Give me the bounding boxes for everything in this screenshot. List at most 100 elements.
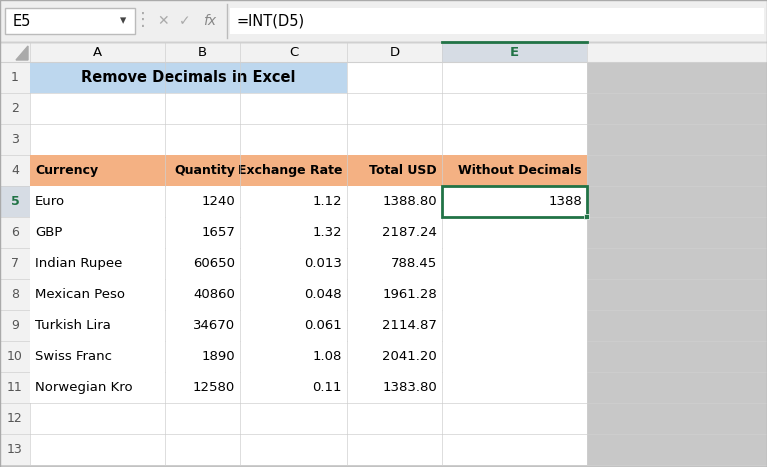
Text: 4: 4 [11, 164, 19, 177]
Bar [347, 279, 442, 310]
Bar [240, 248, 347, 279]
Bar [240, 310, 347, 341]
Bar [30, 248, 165, 279]
Bar [30, 155, 587, 186]
Bar [30, 186, 587, 217]
Bar [584, 213, 588, 219]
Text: =INT(D5): =INT(D5) [237, 14, 305, 28]
Text: Exchange Rate: Exchange Rate [238, 164, 342, 177]
Bar [347, 42, 442, 62]
Bar [347, 372, 442, 403]
Text: 2114.87: 2114.87 [382, 319, 437, 332]
Bar [165, 217, 240, 248]
Bar [165, 186, 240, 217]
Text: 788.45: 788.45 [390, 257, 437, 270]
Bar [347, 248, 442, 279]
Bar [30, 310, 165, 341]
Text: Turkish Lira: Turkish Lira [35, 319, 111, 332]
Text: 5: 5 [11, 195, 19, 208]
Text: Norwegian Kro: Norwegian Kro [35, 381, 133, 394]
Text: GBP: GBP [35, 226, 62, 239]
Text: Mexican Peso: Mexican Peso [35, 288, 125, 301]
Bar [0, 186, 30, 217]
Bar [0, 248, 30, 279]
Bar [0, 434, 30, 465]
Polygon shape [16, 46, 28, 60]
Bar [30, 62, 347, 93]
Text: 13: 13 [7, 443, 23, 456]
Text: 0.11: 0.11 [312, 381, 342, 394]
Text: 6: 6 [11, 226, 19, 239]
Bar [30, 217, 587, 248]
Text: 1657: 1657 [201, 226, 235, 239]
Bar [30, 372, 587, 403]
Text: E5: E5 [13, 14, 31, 28]
Text: 0.048: 0.048 [304, 288, 342, 301]
Bar [30, 42, 165, 62]
Bar [0, 341, 30, 372]
Bar [5, 8, 135, 34]
Bar [442, 217, 587, 248]
Bar [0, 62, 30, 93]
Text: Remove Decimals in Excel: Remove Decimals in Excel [81, 70, 296, 85]
Bar [165, 279, 240, 310]
Text: Euro: Euro [35, 195, 65, 208]
Text: Currency: Currency [35, 164, 98, 177]
Text: 1890: 1890 [202, 350, 235, 363]
Bar [30, 341, 165, 372]
Text: C: C [289, 45, 298, 58]
Bar [442, 279, 587, 310]
Text: 1388: 1388 [548, 195, 582, 208]
Text: 11: 11 [7, 381, 23, 394]
Bar [347, 341, 442, 372]
Bar [0, 155, 30, 186]
Text: ✕: ✕ [157, 14, 169, 28]
Bar [442, 310, 587, 341]
Bar [0, 124, 30, 155]
Bar [0, 310, 30, 341]
Text: 10: 10 [7, 350, 23, 363]
Bar [165, 42, 240, 62]
Text: 34670: 34670 [193, 319, 235, 332]
Bar [347, 310, 442, 341]
Bar [30, 279, 587, 310]
Bar [30, 310, 587, 341]
Bar [442, 42, 587, 62]
Text: 12580: 12580 [193, 381, 235, 394]
Bar [0, 42, 767, 62]
Text: 1.12: 1.12 [312, 195, 342, 208]
Bar [0, 42, 30, 62]
Bar [0, 279, 30, 310]
Text: 1961.28: 1961.28 [382, 288, 437, 301]
Bar [0, 403, 30, 434]
Text: 2041.20: 2041.20 [382, 350, 437, 363]
Text: 0.013: 0.013 [304, 257, 342, 270]
Text: ✓: ✓ [179, 14, 191, 28]
Text: fx: fx [203, 14, 216, 28]
Text: 1388.80: 1388.80 [383, 195, 437, 208]
Text: 2: 2 [11, 102, 19, 115]
Text: 2187.24: 2187.24 [382, 226, 437, 239]
Bar [240, 186, 347, 217]
Bar [442, 186, 587, 217]
Bar [30, 372, 165, 403]
Bar [30, 155, 165, 186]
Bar [587, 62, 767, 465]
Bar [347, 186, 442, 217]
Bar [240, 42, 347, 62]
Bar [30, 93, 587, 124]
Text: A: A [93, 45, 102, 58]
Bar [30, 279, 165, 310]
Bar [347, 155, 442, 186]
Bar [30, 62, 587, 93]
Text: 1: 1 [11, 71, 19, 84]
Bar [30, 217, 165, 248]
Bar [0, 217, 30, 248]
Text: 60650: 60650 [193, 257, 235, 270]
Bar [165, 341, 240, 372]
Bar [442, 155, 587, 186]
Text: Indian Rupee: Indian Rupee [35, 257, 123, 270]
Bar [30, 341, 587, 372]
Text: 1.08: 1.08 [313, 350, 342, 363]
Text: 1383.80: 1383.80 [382, 381, 437, 394]
